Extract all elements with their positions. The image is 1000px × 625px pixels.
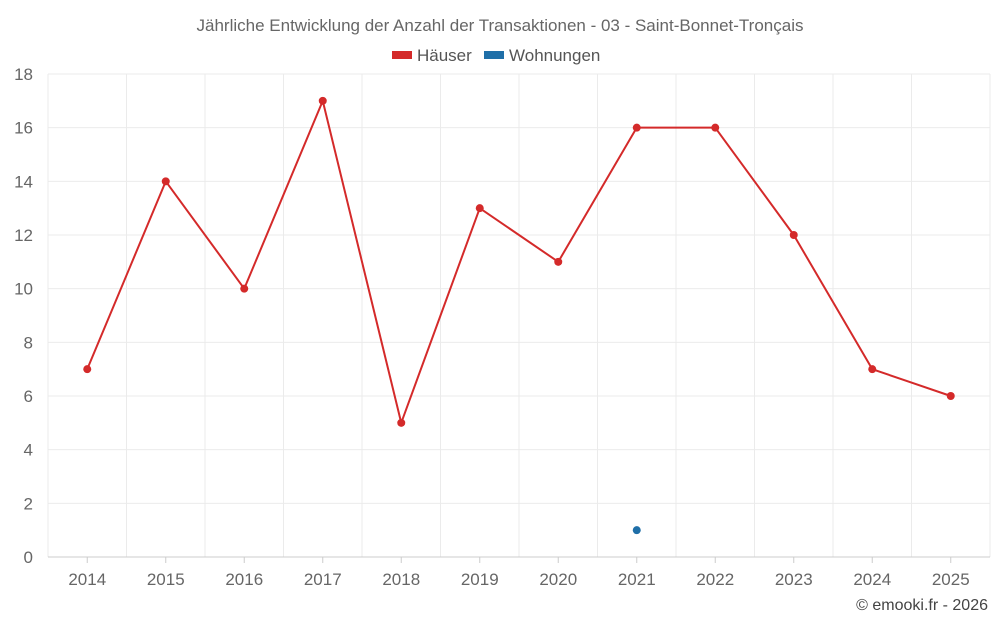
x-tick-label: 2017: [304, 570, 342, 589]
x-tick-label: 2021: [618, 570, 656, 589]
data-point-haeuser-2021[interactable]: [632, 123, 641, 132]
data-point-haeuser-2017[interactable]: [318, 96, 327, 105]
series-layer: [83, 96, 955, 535]
data-point-haeuser-2016[interactable]: [240, 284, 249, 293]
x-tick-label: 2016: [225, 570, 263, 589]
x-tick-label: 2015: [147, 570, 185, 589]
x-tick-label: 2022: [696, 570, 734, 589]
x-tick-label: 2014: [68, 570, 106, 589]
y-tick-label: 6: [24, 387, 33, 406]
series-haeuser: [83, 96, 955, 427]
legend-swatch-haeuser: [392, 51, 412, 59]
y-tick-label: 2: [24, 494, 33, 513]
x-tick-label: 2025: [932, 570, 970, 589]
data-point-haeuser-2022[interactable]: [711, 123, 720, 132]
data-point-haeuser-2018[interactable]: [397, 418, 406, 427]
legend[interactable]: Häuser Wohnungen: [392, 46, 600, 65]
chart-title: Jährliche Entwicklung der Anzahl der Tra…: [197, 16, 804, 35]
legend-swatch-wohnungen: [484, 51, 504, 59]
grid: [47, 73, 991, 557]
legend-label-wohnungen[interactable]: Wohnungen: [509, 46, 600, 65]
data-point-haeuser-2023[interactable]: [789, 231, 798, 239]
data-point-haeuser-2024[interactable]: [868, 365, 877, 374]
y-tick-label: 12: [14, 226, 33, 245]
x-tick-label: 2019: [461, 570, 499, 589]
y-tick-label: 18: [14, 65, 33, 84]
y-tick-label: 14: [14, 172, 33, 191]
legend-label-haeuser[interactable]: Häuser: [417, 46, 472, 65]
x-axis: 2014 2015 2016 2017 2018 2019 2020 2021 2022 2023…: [48, 556, 990, 589]
data-point-haeuser-2015[interactable]: [161, 177, 170, 186]
y-tick-label: 8: [24, 333, 33, 352]
y-tick-label: 0: [24, 548, 33, 567]
data-point-haeuser-2019[interactable]: [475, 204, 484, 213]
y-tick-label: 16: [14, 119, 33, 138]
data-point-wohnungen-2021[interactable]: [632, 526, 641, 535]
credit-text: © emooki.fr - 2026: [856, 597, 988, 614]
x-tick-label: 2018: [382, 570, 420, 589]
x-tick-label: 2024: [853, 570, 891, 589]
x-tick-label: 2023: [775, 570, 813, 589]
data-point-haeuser-2020[interactable]: [554, 257, 563, 266]
y-tick-label: 10: [14, 280, 33, 299]
series-wohnungen: [632, 526, 641, 535]
series-line-haeuser: [86, 99, 952, 424]
data-point-haeuser-2025[interactable]: [946, 392, 955, 400]
y-tick-label: 4: [24, 441, 33, 460]
data-point-haeuser-2014[interactable]: [83, 365, 92, 374]
y-axis: 0 2 4 6 8 10 12 14 16 18: [14, 65, 33, 567]
x-tick-label: 2020: [539, 570, 577, 589]
